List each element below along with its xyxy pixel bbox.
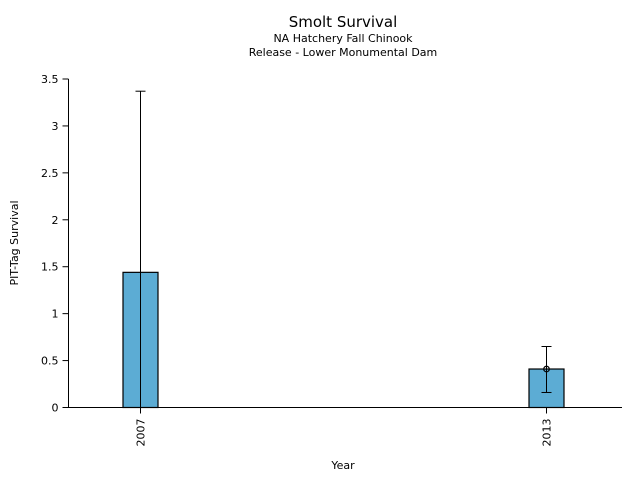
y-tick-label: 2	[52, 214, 59, 227]
y-tick-label: 0	[52, 402, 59, 415]
point-markers	[543, 365, 550, 373]
y-tick-label: 1.5	[41, 261, 59, 274]
x-tick-label-2007: 2007	[135, 419, 148, 447]
chart-subtitle-line2: Release - Lower Monumental Dam	[249, 46, 438, 59]
bars	[122, 271, 565, 409]
y-axis-ticks: 0 0.5 1 1.5 2 2.5 3 3.5	[41, 73, 69, 415]
chart-title: Smolt Survival	[289, 13, 398, 31]
y-tick-label: 0.5	[41, 355, 59, 368]
x-axis-label: Year	[330, 459, 355, 472]
y-tick-label: 2.5	[41, 167, 59, 180]
error-bars	[135, 90, 552, 408]
point-marker-2013	[543, 365, 550, 373]
y-tick-label: 3	[52, 120, 59, 133]
y-tick-label: 3.5	[41, 73, 59, 86]
chart-subtitle-line1: NA Hatchery Fall Chinook	[273, 32, 413, 45]
x-axis-ticks: 2007 2013	[135, 407, 554, 447]
y-axis-label: PIT-Tag Survival	[8, 200, 21, 285]
x-tick-label-2013: 2013	[541, 419, 554, 447]
y-tick-label: 1	[52, 308, 59, 321]
